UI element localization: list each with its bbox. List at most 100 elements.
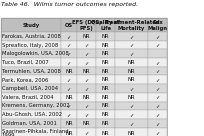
Text: OS: OS [65, 23, 73, 28]
Text: ✓: ✓ [155, 86, 160, 91]
Bar [76, 32, 96, 41]
Text: Spreafico, Italy, 2008: Spreafico, Italy, 2008 [2, 43, 58, 47]
Bar [148, 128, 167, 136]
Text: ✓: ✓ [67, 51, 71, 56]
Text: NR: NR [102, 121, 109, 126]
Text: Goldman, USA, 2001: Goldman, USA, 2001 [2, 121, 57, 126]
Text: ✓: ✓ [155, 131, 160, 135]
Text: Saarinen-Pihkala, Finland,: Saarinen-Pihkala, Finland, [2, 129, 70, 134]
Bar [148, 58, 167, 67]
Bar [1, 119, 61, 128]
Bar [1, 67, 61, 75]
Bar [115, 32, 148, 41]
Bar [148, 67, 167, 75]
Bar [148, 32, 167, 41]
Text: NR: NR [128, 95, 135, 100]
Bar [76, 102, 96, 110]
Text: Kremens, Germany, 2002: Kremens, Germany, 2002 [2, 103, 70, 108]
Text: NR: NR [102, 95, 109, 100]
Bar [61, 128, 76, 136]
Text: Campbell, USA, 2004: Campbell, USA, 2004 [2, 86, 58, 91]
Bar [96, 84, 115, 93]
Text: Quality of
Life: Quality of Life [91, 20, 120, 31]
Text: ✓: ✓ [155, 112, 160, 117]
Text: ✓: ✓ [67, 103, 71, 108]
Bar [96, 41, 115, 49]
Bar [115, 18, 148, 32]
Bar [76, 67, 96, 75]
Bar [148, 41, 167, 49]
Text: NR: NR [82, 69, 90, 74]
Bar [61, 110, 76, 119]
Text: NR: NR [128, 77, 135, 82]
Bar [76, 18, 96, 32]
Bar [96, 49, 115, 58]
Bar [148, 49, 167, 58]
Bar [1, 110, 61, 119]
Text: ✓: ✓ [129, 103, 134, 108]
Text: ✓: ✓ [67, 60, 71, 65]
Text: ✓: ✓ [129, 34, 134, 39]
Text: NR: NR [102, 51, 109, 56]
Bar [148, 93, 167, 102]
Text: ✓: ✓ [67, 112, 71, 117]
Text: Abu-Ghosh, USA, 2002: Abu-Ghosh, USA, 2002 [2, 112, 62, 117]
Text: ✓: ✓ [84, 103, 88, 108]
Bar [96, 32, 115, 41]
Text: ✓: ✓ [155, 103, 160, 108]
Bar [96, 75, 115, 84]
Bar [1, 58, 61, 67]
Text: ✓: ✓ [84, 77, 88, 82]
Text: ✓: ✓ [84, 112, 88, 117]
Bar [96, 102, 115, 110]
Bar [148, 18, 167, 32]
Bar [115, 102, 148, 110]
Bar [76, 41, 96, 49]
Bar [1, 18, 167, 136]
Text: NR: NR [102, 34, 109, 39]
Text: NR: NR [128, 60, 135, 65]
Text: ✓: ✓ [84, 86, 88, 91]
Text: NR: NR [65, 131, 73, 135]
Text: ✓: ✓ [84, 60, 88, 65]
Text: ✓: ✓ [129, 86, 134, 91]
Text: NR: NR [82, 95, 90, 100]
Bar [76, 119, 96, 128]
Bar [115, 84, 148, 93]
Bar [1, 128, 61, 136]
Bar [76, 84, 96, 93]
Text: NR: NR [128, 69, 135, 74]
Bar [115, 128, 148, 136]
Text: Table 46.  Wilms tumor outcomes reported.: Table 46. Wilms tumor outcomes reported. [1, 2, 138, 7]
Text: ✓: ✓ [84, 51, 88, 56]
Text: NR: NR [102, 69, 109, 74]
Bar [148, 84, 167, 93]
Bar [76, 128, 96, 136]
Bar [61, 75, 76, 84]
Text: ✓: ✓ [67, 34, 71, 39]
Text: NR: NR [65, 95, 73, 100]
Text: Treatment-Related
Mortality: Treatment-Related Mortality [104, 20, 159, 31]
Text: ✓: ✓ [129, 112, 134, 117]
Text: ✓: ✓ [155, 69, 160, 74]
Bar [115, 93, 148, 102]
Bar [115, 67, 148, 75]
Bar [96, 93, 115, 102]
Bar [61, 41, 76, 49]
Text: Valera, Brazil, 2004: Valera, Brazil, 2004 [2, 95, 53, 100]
Bar [96, 128, 115, 136]
Text: ✓: ✓ [84, 131, 88, 135]
Bar [148, 110, 167, 119]
Text: NR: NR [65, 121, 73, 126]
Text: ✓: ✓ [67, 86, 71, 91]
Bar [76, 75, 96, 84]
Text: Farokas, Austria, 2008: Farokas, Austria, 2008 [2, 34, 61, 39]
Text: NR: NR [102, 131, 109, 135]
Bar [61, 102, 76, 110]
Bar [115, 119, 148, 128]
Bar [148, 102, 167, 110]
Text: Sex
Malign: Sex Malign [147, 20, 168, 31]
Text: NR: NR [82, 34, 90, 39]
Text: Termuhlen, USA, 2008: Termuhlen, USA, 2008 [2, 69, 61, 74]
Text: ✓: ✓ [129, 51, 134, 56]
